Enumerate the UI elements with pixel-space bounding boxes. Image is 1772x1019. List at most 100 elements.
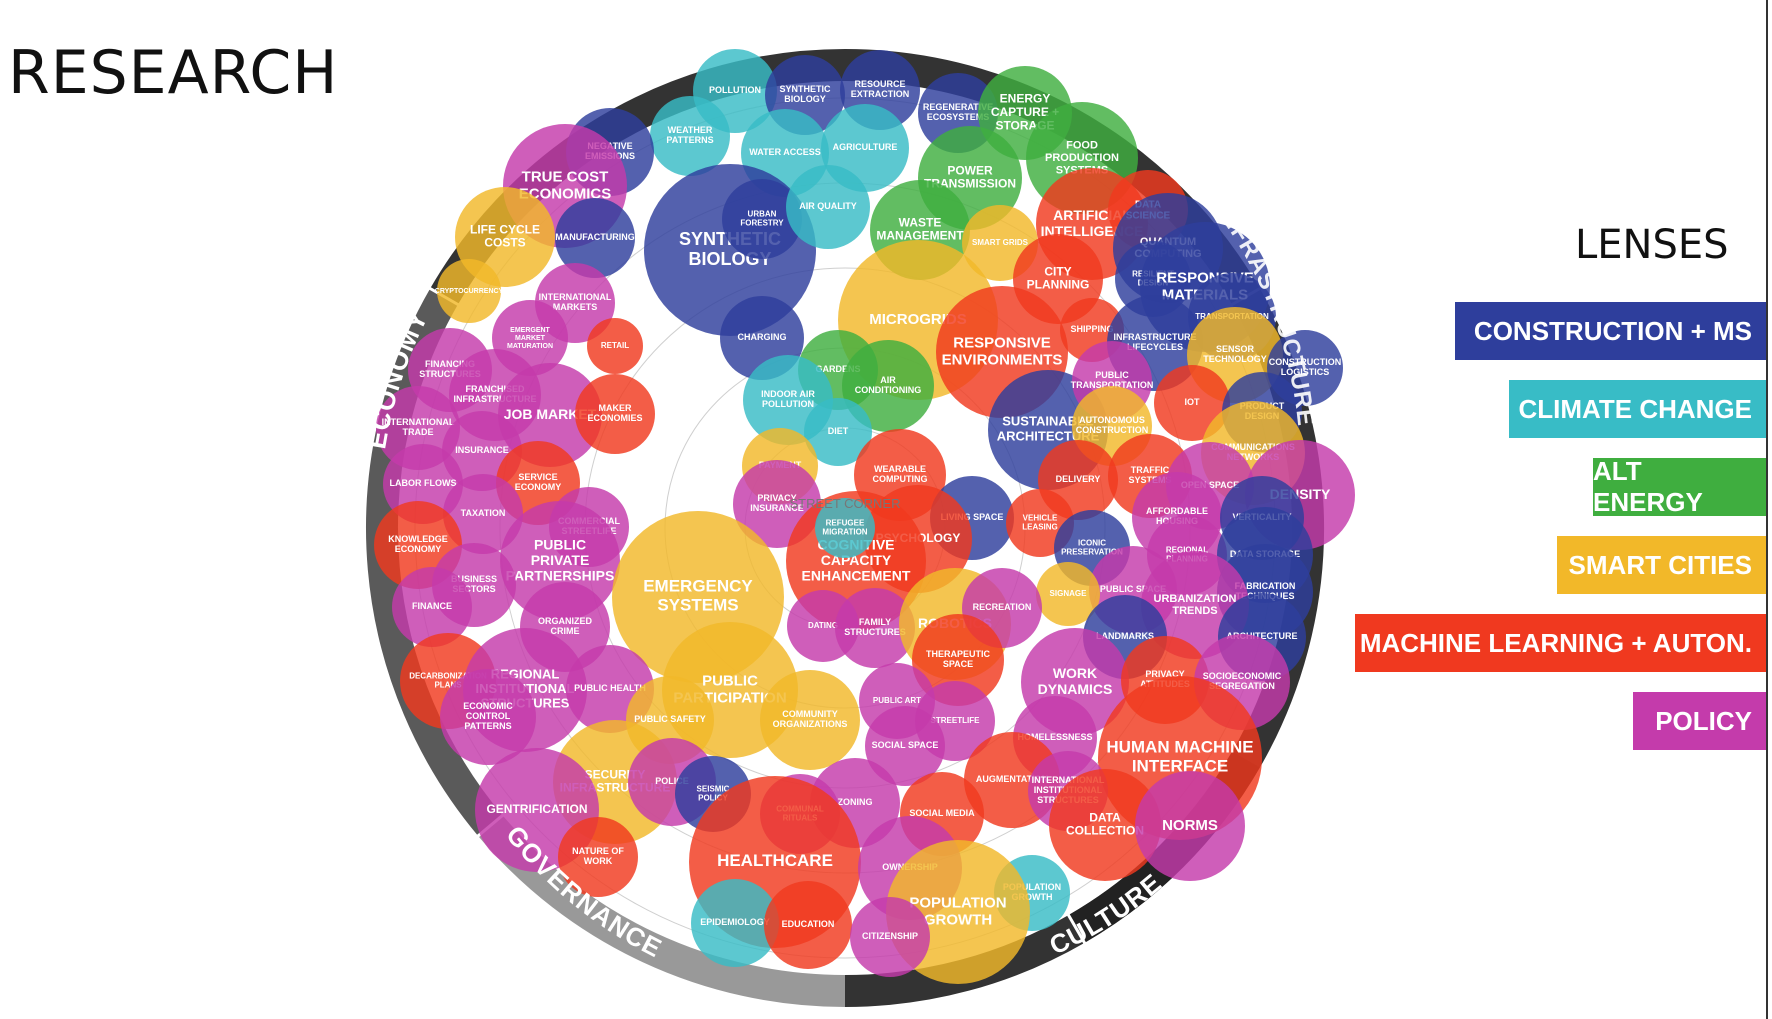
bubble-label: POPULATION GROWTH xyxy=(1003,882,1061,902)
bubble-label: EDUCATION xyxy=(782,919,835,929)
bubble-label: HEALTHCARE xyxy=(717,851,833,870)
bubble-label: CRYPTOCURRENCY xyxy=(435,288,504,295)
bubble-label: POLICE xyxy=(655,776,689,786)
bubble-label: PUBLIC HEALTH xyxy=(574,683,646,693)
topic-bubble: AIR QUALITY xyxy=(786,165,870,249)
bubble-label: SERVICE ECONOMY xyxy=(515,472,562,492)
bubble-label: LANDMARKS xyxy=(1096,631,1154,641)
bubble-label: NATURE OF WORK xyxy=(572,846,624,866)
bubble-label: AGRICULTURE xyxy=(833,142,898,152)
bubble-label: BUSINESS SECTORS xyxy=(451,574,497,594)
bubble-label: PRIVACY INSURANCE xyxy=(750,493,804,513)
bubble-label: URBANIZATION TRENDS xyxy=(1154,593,1237,617)
lens-label: ALT ENERGY xyxy=(1593,456,1703,517)
bubble-circle xyxy=(691,879,779,967)
topic-bubble: EDUCATION xyxy=(764,881,852,969)
topic-bubble: AIR CONDITIONING xyxy=(842,340,934,432)
topic-bubble: CRYPTOCURRENCY xyxy=(435,259,504,323)
bubble-circle xyxy=(850,897,930,977)
bubble-label: STREETLIFE xyxy=(931,716,981,725)
bubble-label: REGENERATIVE ECOSYSTEMS xyxy=(923,102,993,122)
bubble-label: COMMUNITY ORGANIZATIONS xyxy=(773,709,848,729)
bubble-circle xyxy=(865,706,945,786)
lens-climate-change: CLIMATE CHANGE xyxy=(1509,380,1766,438)
lenses-title: LENSES xyxy=(1575,222,1729,268)
bubble-label: DELIVERY xyxy=(1056,474,1101,484)
bubble-circle xyxy=(558,817,638,897)
bubble-circle xyxy=(440,669,536,765)
topic-bubble: THERAPEUTIC SPACE xyxy=(912,614,1004,706)
bubble-label: SEISMIC POLICY xyxy=(697,785,730,803)
ring-separator xyxy=(1066,912,1087,946)
bubble-label: HUMAN MACHINE INTERFACE xyxy=(1106,738,1253,776)
bubble-label: CITY PLANNING xyxy=(1027,264,1090,291)
bubble-label: SIGNAGE xyxy=(1050,589,1088,598)
bubble-label: WORK DYNAMICS xyxy=(1038,665,1113,697)
bubble-label: PUBLIC SPACE xyxy=(1100,584,1166,594)
bubble-circle xyxy=(392,567,472,647)
bubble-circle xyxy=(760,670,860,770)
bubble-label: ARCHITECTURE xyxy=(1227,631,1298,641)
bubble-label: NORMS xyxy=(1162,817,1218,834)
topic-bubble: NATURE OF WORK xyxy=(558,817,638,897)
bubble-label: IOT xyxy=(1185,397,1201,407)
bubble-circle xyxy=(835,588,915,668)
bubble-label: RECREATION xyxy=(973,602,1032,612)
lens-label: SMART CITIES xyxy=(1568,549,1752,580)
bubble-label: TAXATION xyxy=(461,508,506,518)
topic-bubble: SOCIAL SPACE xyxy=(865,706,945,786)
lens-label: MACHINE LEARNING + AUTON. xyxy=(1359,627,1752,658)
bubble-circle xyxy=(804,398,872,466)
lens-label: POLICY xyxy=(1655,705,1752,736)
bubble-label: TRAFFIC SYSTEMS xyxy=(1128,465,1171,485)
bubble-circle xyxy=(1049,769,1161,881)
lens-machine-learning: MACHINE LEARNING + AUTON. xyxy=(1355,614,1766,672)
bubble-circle xyxy=(1154,365,1230,441)
bubble-label: TRUE COST ECONOMICS xyxy=(519,169,612,203)
bubble-label: COMMUNICATIONS NETWORKS xyxy=(1211,442,1295,462)
bubble-label: MAKER ECONOMIES xyxy=(587,403,642,423)
bubble-label: RESOURCE EXTRACTION xyxy=(851,79,910,99)
topic-bubble: TAXATION xyxy=(443,474,523,554)
bubble-label: AIR QUALITY xyxy=(799,201,857,211)
bubble-label: FINANCE xyxy=(412,601,452,611)
bubble-label: DATING xyxy=(808,621,838,630)
topic-bubble: REFUGEE MIGRATION xyxy=(815,498,875,558)
bubble-label: INTERNATIONAL TRADE xyxy=(382,417,455,437)
bubble-label: HOMELESSNESS xyxy=(1017,732,1092,742)
topic-bubble: IOT xyxy=(1154,365,1230,441)
topic-bubble: EPIDEMIOLOGY xyxy=(691,879,779,967)
bubble-label: VEHICLE LEASING xyxy=(1022,514,1058,532)
topic-bubble: NORMS xyxy=(1135,771,1245,881)
topic-bubble: FAMILY STRUCTURES xyxy=(835,588,915,668)
topic-bubble: URBAN FORESTRY xyxy=(722,179,802,259)
bubble-label: SHIPPING xyxy=(1070,324,1113,334)
bubble-label: WASTE MANAGEMENT xyxy=(876,215,964,242)
bubble-label: SENSOR TECHNOLOGY xyxy=(1203,344,1267,364)
lens-policy: POLICY xyxy=(1633,692,1766,750)
bubble-circle xyxy=(587,318,643,374)
bubble-label: CITIZENSHIP xyxy=(862,931,918,941)
topic-bubble: FINANCE xyxy=(392,567,472,647)
bubble-circle xyxy=(498,363,602,467)
lens-label: CONSTRUCTION + MS xyxy=(1473,315,1752,346)
bubble-label: ENERGY CAPTURE + STORAGE xyxy=(991,92,1059,133)
bubble-label: INFRASTRUCTURE LIFECYCLES xyxy=(1114,332,1197,352)
bubble-label: FINANCING STRUCTURES xyxy=(419,359,481,379)
bubble-label: PUBLIC ART xyxy=(873,696,921,705)
bubble-label: AUGMENTATION xyxy=(976,774,1048,784)
bubble-label: ZONING xyxy=(838,797,873,807)
topic-bubble: MANUFACTURING xyxy=(555,198,635,278)
bubble-circle xyxy=(443,474,523,554)
bubble-label: URBAN FORESTRY xyxy=(740,210,784,228)
bubble-label: FAMILY STRUCTURES xyxy=(844,617,906,637)
bubble-label: LABOR FLOWS xyxy=(390,478,457,488)
bubble-label: REFUGEE MIGRATION xyxy=(822,519,867,537)
center-label: STREET CORNER xyxy=(790,496,901,511)
bubble-label: WEATHER PATTERNS xyxy=(666,125,713,145)
topic-bubble: ECONOMIC CONTROL PATTERNS xyxy=(440,669,536,765)
bubble-label: LIFE CYCLE COSTS xyxy=(470,222,540,249)
bubble-label: CONSTRUCTION LOGISTICS xyxy=(1269,357,1342,377)
bubble-label: INSURANCE xyxy=(455,445,509,455)
